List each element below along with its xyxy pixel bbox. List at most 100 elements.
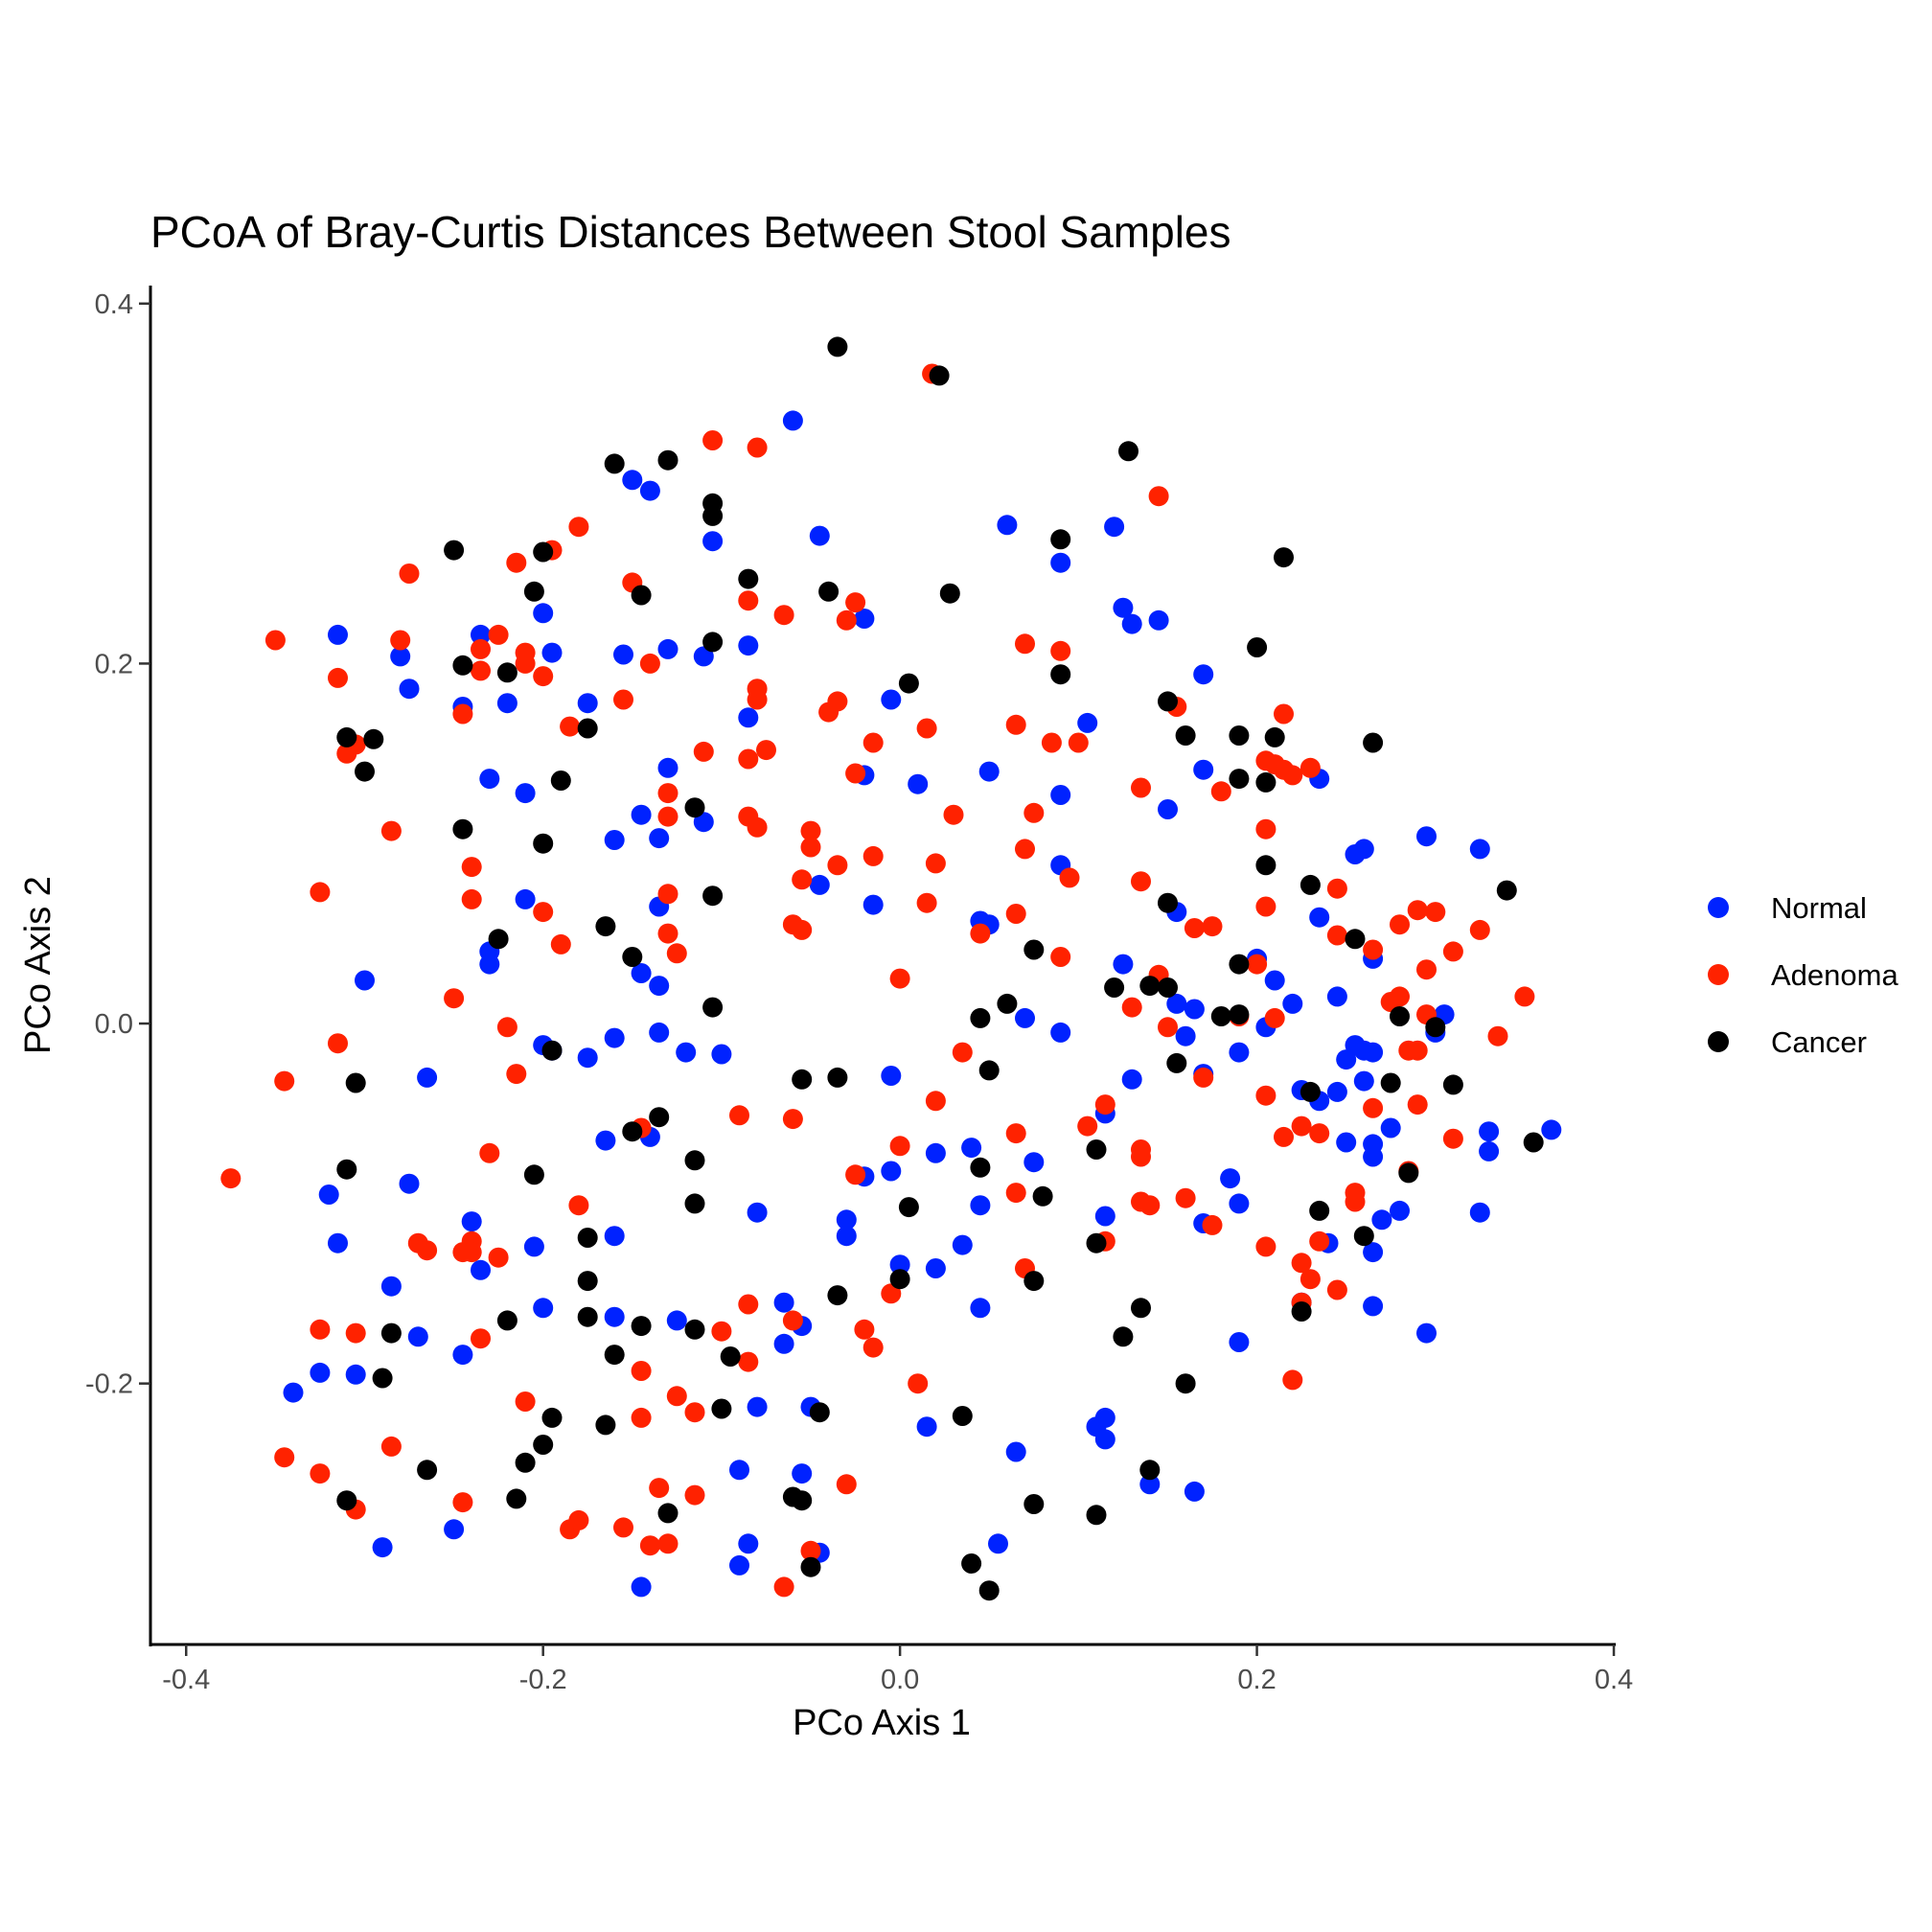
point-cancer bbox=[444, 540, 465, 561]
point-adenoma bbox=[1407, 900, 1428, 921]
point-adenoma bbox=[1469, 919, 1490, 940]
point-adenoma bbox=[568, 1195, 589, 1216]
point-normal bbox=[988, 1533, 1008, 1554]
point-adenoma bbox=[916, 718, 937, 739]
point-adenoma bbox=[560, 716, 581, 737]
point-cancer bbox=[515, 1452, 536, 1473]
point-normal bbox=[1469, 839, 1490, 860]
point-normal bbox=[595, 1130, 616, 1151]
point-cancer bbox=[541, 1407, 563, 1428]
point-normal bbox=[1113, 954, 1134, 975]
point-normal bbox=[1541, 1119, 1562, 1140]
point-adenoma bbox=[613, 689, 633, 710]
point-cancer bbox=[1024, 939, 1045, 960]
point-cancer bbox=[702, 632, 724, 653]
point-normal bbox=[881, 689, 902, 710]
point-cancer bbox=[496, 1310, 518, 1331]
point-adenoma bbox=[970, 923, 991, 944]
point-normal bbox=[523, 1236, 544, 1257]
point-adenoma bbox=[1131, 1146, 1151, 1167]
point-normal bbox=[1336, 1049, 1357, 1070]
point-adenoma bbox=[693, 741, 714, 762]
point-cancer bbox=[363, 728, 384, 749]
point-cancer bbox=[1496, 880, 1517, 901]
point-normal bbox=[604, 1027, 625, 1048]
point-adenoma bbox=[666, 1386, 687, 1407]
point-adenoma bbox=[889, 1136, 910, 1157]
point-normal bbox=[1264, 970, 1285, 991]
point-normal bbox=[622, 470, 643, 491]
point-adenoma bbox=[792, 919, 813, 940]
point-normal bbox=[1416, 826, 1437, 847]
point-adenoma bbox=[1407, 1040, 1428, 1061]
point-cancer bbox=[1050, 529, 1071, 550]
point-normal bbox=[997, 515, 1018, 536]
point-normal bbox=[916, 1416, 937, 1438]
point-adenoma bbox=[1041, 732, 1062, 753]
point-normal bbox=[283, 1382, 304, 1403]
point-normal bbox=[809, 874, 830, 895]
point-normal bbox=[604, 830, 625, 850]
point-cancer bbox=[684, 1319, 705, 1340]
point-adenoma bbox=[274, 1070, 295, 1092]
point-normal bbox=[479, 769, 500, 790]
point-adenoma bbox=[515, 1392, 536, 1412]
point-adenoma bbox=[568, 1509, 589, 1530]
point-normal bbox=[372, 1537, 393, 1558]
point-normal bbox=[452, 1345, 473, 1366]
point-adenoma bbox=[1363, 1097, 1384, 1118]
point-normal bbox=[925, 1142, 946, 1163]
point-adenoma bbox=[1255, 896, 1276, 917]
point-cancer bbox=[978, 1580, 1000, 1601]
point-cancer bbox=[939, 583, 960, 604]
point-adenoma bbox=[1390, 914, 1410, 935]
point-cancer bbox=[631, 585, 652, 606]
point-adenoma bbox=[1300, 757, 1321, 778]
point-cancer bbox=[336, 726, 357, 748]
point-adenoma bbox=[461, 1242, 482, 1263]
point-adenoma bbox=[380, 820, 402, 841]
point-adenoma bbox=[328, 667, 348, 688]
point-normal bbox=[1469, 1202, 1490, 1223]
legend-label-cancer: Cancer bbox=[1771, 1025, 1867, 1059]
point-cancer bbox=[720, 1346, 741, 1367]
point-normal bbox=[1050, 1022, 1071, 1043]
point-cancer bbox=[595, 1414, 616, 1436]
point-normal bbox=[970, 1298, 991, 1319]
y-tick-label: 0.2 bbox=[95, 649, 133, 679]
point-adenoma bbox=[756, 740, 776, 761]
point-normal bbox=[693, 646, 714, 667]
points-layer bbox=[220, 336, 1562, 1601]
point-adenoma bbox=[657, 806, 678, 827]
point-cancer bbox=[1353, 1226, 1374, 1247]
point-cancer bbox=[792, 1069, 813, 1090]
point-adenoma bbox=[506, 552, 527, 573]
point-cancer bbox=[1032, 1185, 1053, 1207]
point-adenoma bbox=[711, 1321, 732, 1342]
point-adenoma bbox=[845, 592, 866, 613]
point-adenoma bbox=[613, 1517, 633, 1538]
point-adenoma bbox=[738, 1294, 759, 1315]
point-normal bbox=[1148, 610, 1169, 631]
y-tick-label: 0.4 bbox=[95, 289, 133, 320]
point-adenoma bbox=[461, 888, 482, 909]
point-normal bbox=[1050, 785, 1071, 805]
point-adenoma bbox=[1255, 818, 1276, 840]
point-cancer bbox=[550, 770, 571, 791]
point-adenoma bbox=[845, 763, 866, 784]
point-normal bbox=[1326, 1081, 1347, 1102]
point-cancer bbox=[336, 1490, 357, 1511]
point-cancer bbox=[827, 1285, 848, 1306]
point-adenoma bbox=[461, 857, 482, 878]
point-cancer bbox=[1229, 954, 1250, 975]
point-normal bbox=[1094, 1206, 1116, 1227]
point-cancer bbox=[1229, 769, 1250, 790]
point-normal bbox=[711, 1044, 732, 1065]
point-normal bbox=[809, 525, 830, 546]
point-cancer bbox=[452, 818, 473, 840]
point-adenoma bbox=[738, 748, 759, 770]
point-adenoma bbox=[792, 869, 813, 890]
y-tick-label: -0.2 bbox=[85, 1369, 133, 1400]
point-normal bbox=[515, 888, 536, 909]
point-cancer bbox=[523, 581, 544, 602]
